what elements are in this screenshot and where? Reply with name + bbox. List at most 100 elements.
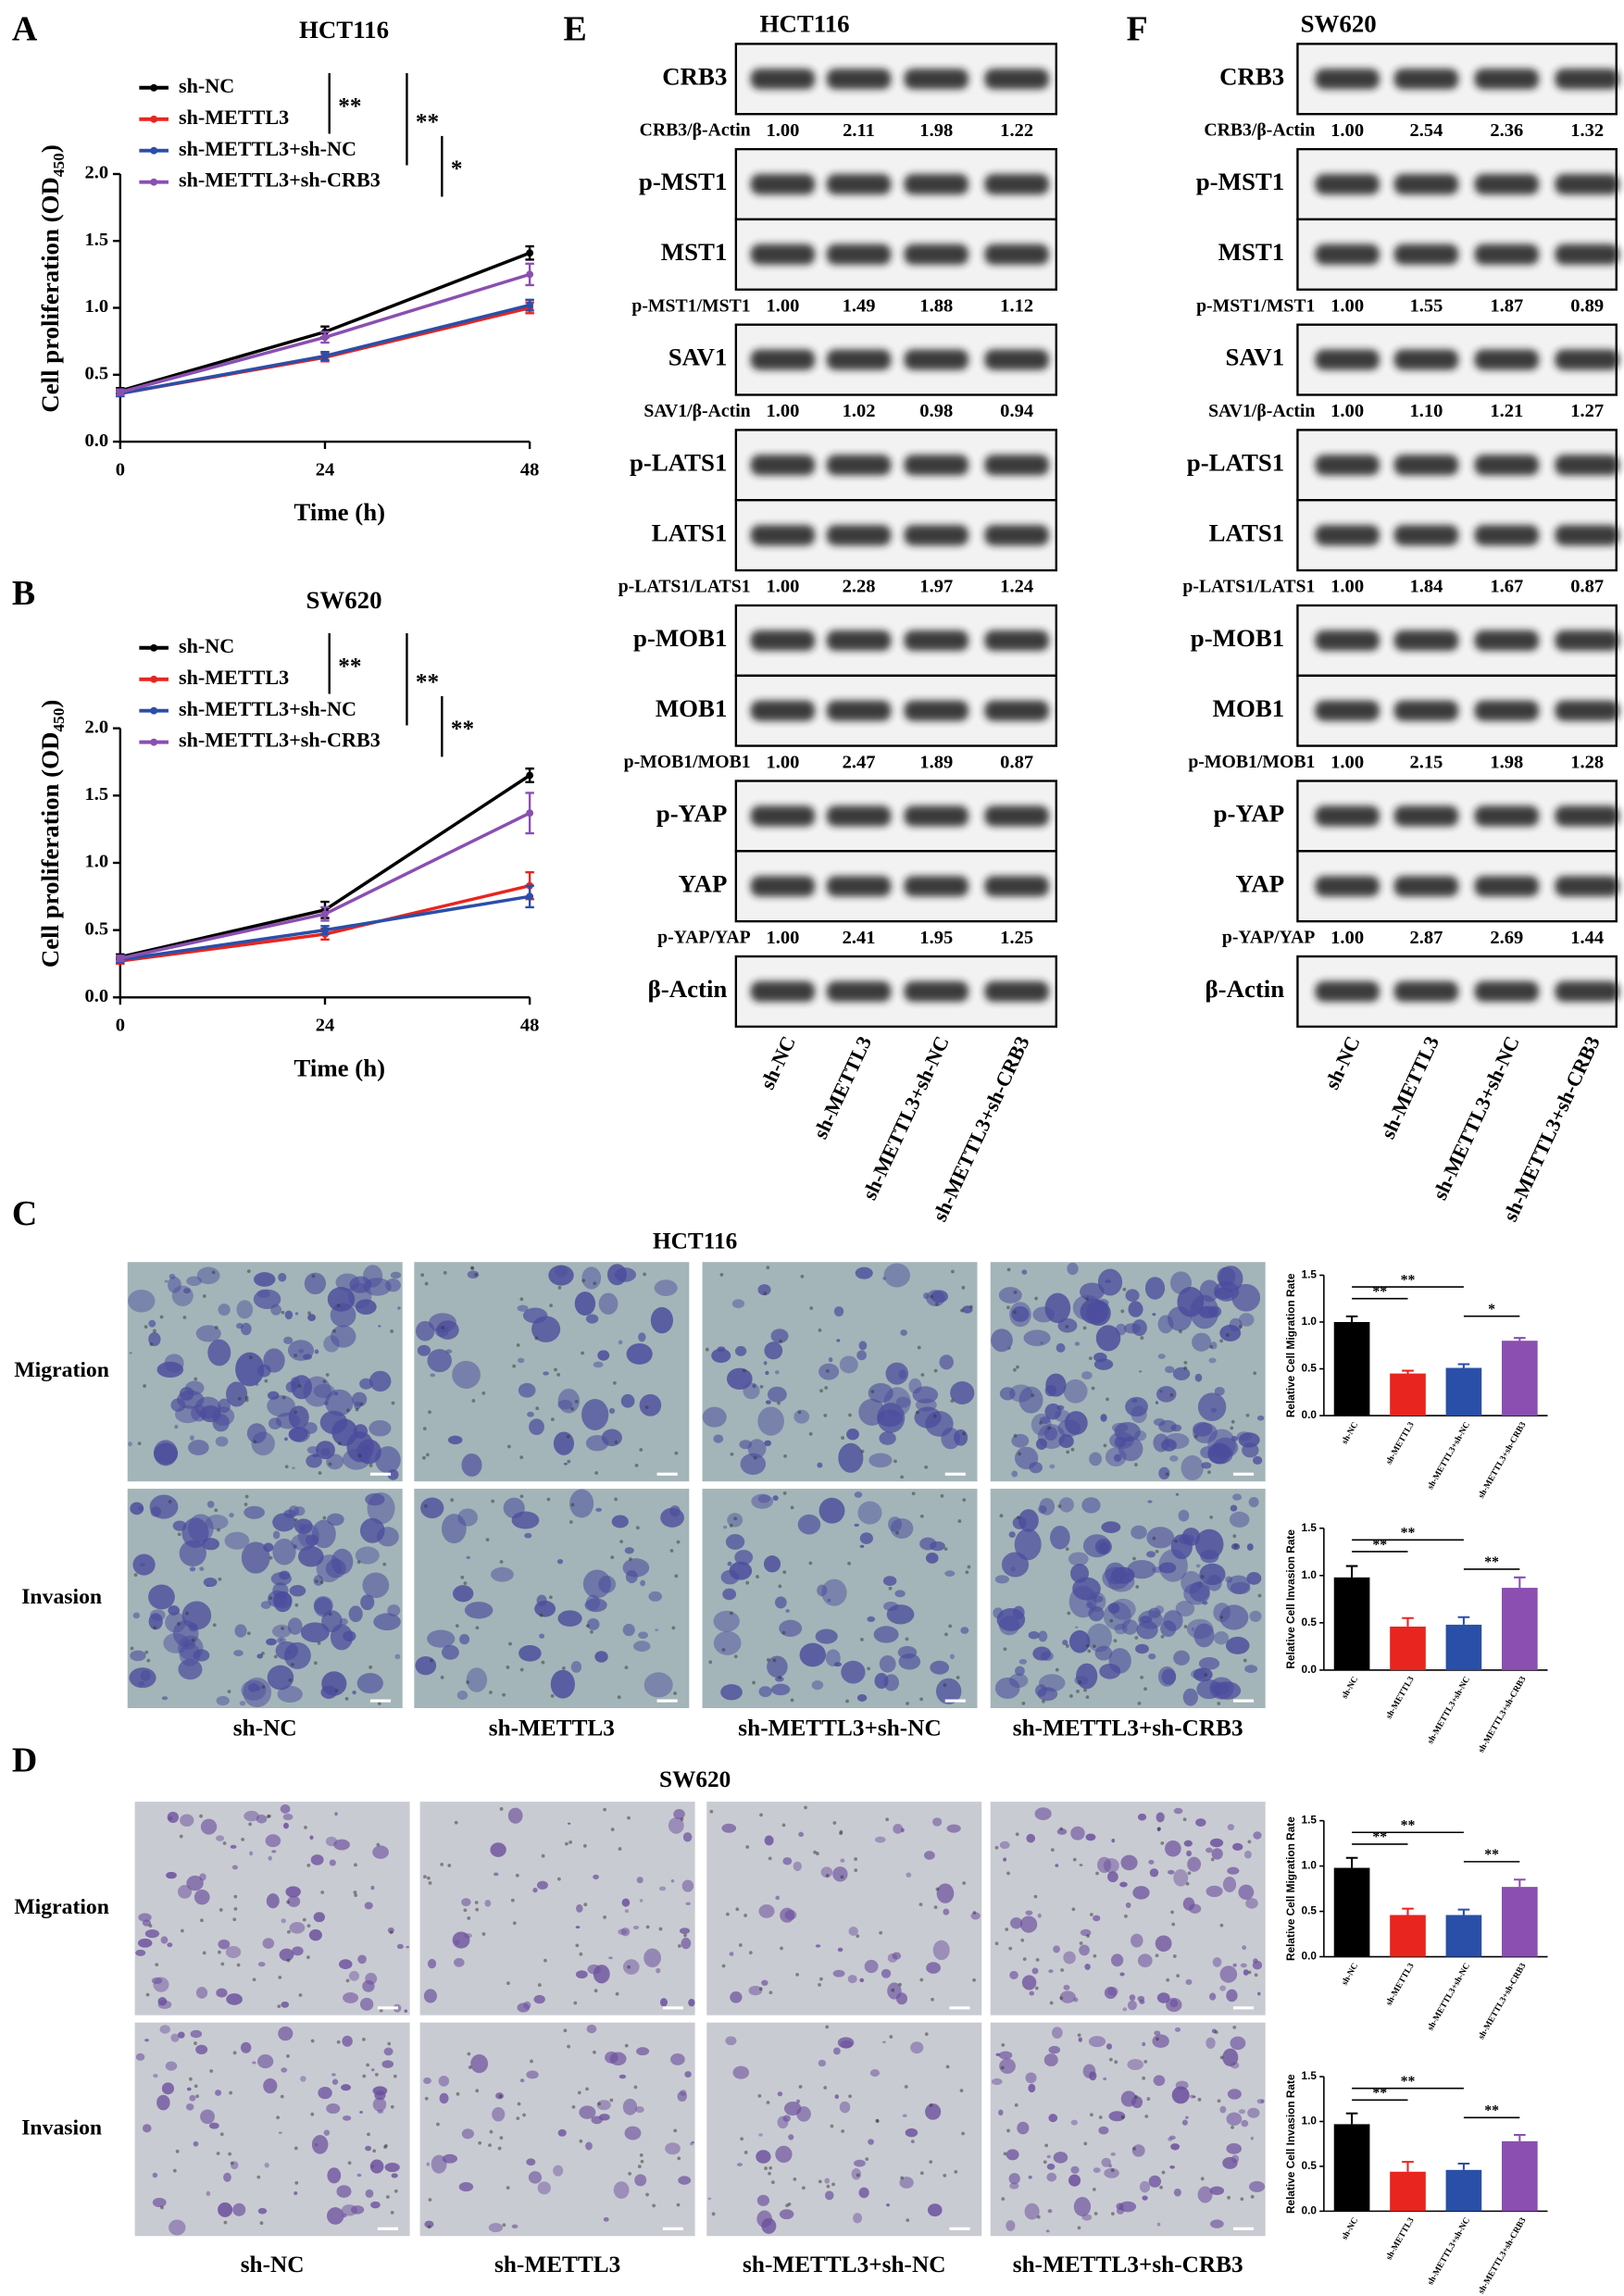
stained-cell xyxy=(668,1816,684,1834)
pore xyxy=(800,1274,805,1279)
pore xyxy=(1072,1857,1077,1862)
pore xyxy=(145,1992,150,1997)
stained-cell xyxy=(1029,1990,1035,1996)
ratio-value: 1.25 xyxy=(1000,928,1033,948)
stained-cell xyxy=(177,1885,193,1899)
stained-cell xyxy=(632,1925,640,1930)
pore xyxy=(1034,1296,1038,1301)
stained-cell xyxy=(326,2103,341,2115)
pore xyxy=(1015,1832,1019,1837)
band xyxy=(1393,700,1459,721)
stained-cell xyxy=(169,2219,186,2236)
pore xyxy=(1059,1827,1064,1831)
stained-cell xyxy=(867,1616,876,1622)
band xyxy=(1315,455,1380,476)
pore xyxy=(556,1373,561,1377)
stained-cell xyxy=(950,1381,975,1404)
pore xyxy=(643,1272,647,1277)
stained-cell xyxy=(264,2163,269,2168)
stained-cell xyxy=(420,1497,444,1519)
pore xyxy=(499,1560,504,1564)
stained-cell xyxy=(732,2065,750,2079)
pore xyxy=(325,1373,330,1377)
stained-cell xyxy=(1009,1970,1018,1979)
pore xyxy=(924,2032,929,2037)
pore xyxy=(427,2225,431,2229)
stained-cell xyxy=(283,1822,289,1829)
stained-cell xyxy=(1165,1840,1181,1857)
pore xyxy=(175,2149,180,2153)
stained-cell xyxy=(858,2187,869,2199)
stained-cell xyxy=(925,2103,942,2120)
column-label: sh-NC xyxy=(241,2252,305,2277)
pore xyxy=(1233,1544,1238,1548)
pore xyxy=(1016,1365,1019,1369)
pore xyxy=(628,2172,632,2176)
pore xyxy=(1239,1324,1243,1329)
pore xyxy=(362,2074,367,2078)
pore xyxy=(338,1441,342,1445)
y-tick-label: 1.5 xyxy=(85,230,109,250)
pore xyxy=(475,2089,480,2093)
stained-cell xyxy=(638,1332,646,1342)
pore xyxy=(757,2093,762,2098)
stained-cell xyxy=(847,1975,857,1984)
band xyxy=(750,876,816,897)
pore xyxy=(1146,2097,1151,2101)
blot-label: YAP xyxy=(1235,869,1284,897)
pore xyxy=(314,1661,318,1666)
stained-cell xyxy=(1031,1967,1039,1975)
pore xyxy=(460,1575,465,1579)
pore xyxy=(633,2085,638,2090)
stained-cell xyxy=(1173,1868,1189,1887)
stained-cell xyxy=(598,1575,617,1593)
pore xyxy=(860,1638,864,1641)
blot-label: CRB3 xyxy=(662,62,727,90)
pore xyxy=(867,1666,871,1671)
stained-cell xyxy=(730,1990,743,2003)
pore xyxy=(1091,1386,1095,1391)
pore xyxy=(825,1368,830,1373)
stained-cell xyxy=(1168,2135,1176,2140)
stained-cell xyxy=(1194,1373,1203,1382)
pore xyxy=(261,1651,265,1655)
stained-cell xyxy=(128,1441,132,1447)
pore xyxy=(362,2037,366,2041)
stained-cell xyxy=(930,1660,950,1675)
pore xyxy=(854,1857,857,1861)
stained-cell xyxy=(507,1807,523,1824)
stained-cell xyxy=(1149,1868,1159,1878)
pore xyxy=(888,1586,893,1591)
legend-label: sh-NC xyxy=(179,634,234,657)
pore xyxy=(824,1386,829,1390)
pore xyxy=(428,1881,432,1885)
lane-label: sh-NC xyxy=(756,1032,800,1092)
stained-cell xyxy=(240,2041,252,2053)
stained-cell xyxy=(298,1348,305,1354)
stained-cell xyxy=(206,1500,215,1508)
stained-cell xyxy=(1119,1881,1128,1888)
pore xyxy=(848,2094,852,2099)
pore xyxy=(1157,1827,1161,1831)
stained-cell xyxy=(265,1834,281,1848)
micrograph xyxy=(134,2022,410,2237)
stained-cell xyxy=(603,2216,609,2222)
pore xyxy=(766,1658,770,1662)
ratio-value: 1.12 xyxy=(1000,295,1033,316)
blot-label: p-MST1 xyxy=(639,168,727,195)
ratio-value: 1.44 xyxy=(1570,928,1604,948)
stained-cell xyxy=(383,2047,394,2056)
stained-cell xyxy=(1040,1341,1043,1345)
pore xyxy=(733,1516,738,1521)
stained-cell xyxy=(1170,2143,1181,2151)
stained-cell xyxy=(1210,1681,1230,1695)
pore xyxy=(705,1347,709,1352)
pore xyxy=(227,1690,231,1694)
pore xyxy=(590,1629,593,1634)
pore xyxy=(1079,1941,1083,1945)
pore xyxy=(1006,1871,1010,1876)
stained-cell xyxy=(370,2068,375,2072)
stained-cell xyxy=(685,1902,692,1906)
pore xyxy=(818,2179,822,2184)
pore xyxy=(950,1399,955,1404)
